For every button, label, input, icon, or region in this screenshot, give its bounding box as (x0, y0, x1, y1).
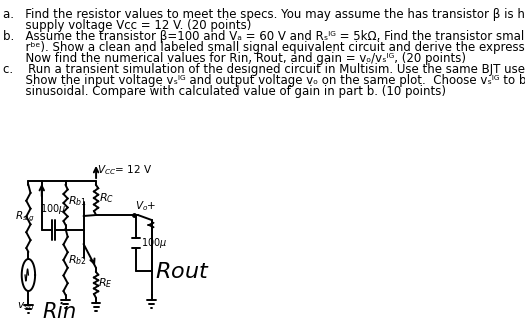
Text: $100\mu$: $100\mu$ (40, 202, 67, 216)
Text: $R_E$: $R_E$ (98, 276, 113, 290)
Text: Now find the numerical values for Rin, Rout, and gain = vₒ/vₛᴵᴳ, (20 points): Now find the numerical values for Rin, R… (3, 52, 466, 65)
Text: $R_{b1}$: $R_{b1}$ (68, 194, 87, 208)
Text: $R_{sig}$: $R_{sig}$ (15, 209, 34, 224)
Text: $R_C$: $R_C$ (99, 191, 114, 205)
Text: b.   Assume the transistor β=100 and Vₐ = 60 V and Rₛᴵᴳ = 5kΩ, Find the transist: b. Assume the transistor β=100 and Vₐ = … (3, 30, 525, 43)
Text: Show the input voltage vₛᴵᴳ and output voltage vₒ on the same plot.  Choose vₛᴵᴳ: Show the input voltage vₛᴵᴳ and output v… (3, 74, 525, 87)
Text: a.   Find the resistor values to meet the specs. You may assume the has transist: a. Find the resistor values to meet the … (3, 8, 525, 21)
Text: $Rout$: $Rout$ (155, 263, 209, 283)
Text: $V_{CC}$= 12 V: $V_{CC}$= 12 V (97, 163, 152, 177)
Text: $Rin$: $Rin$ (42, 302, 76, 322)
Text: rᵇᵉ). Show a clean and labeled small signal equivalent circuit and derive the ex: rᵇᵉ). Show a clean and labeled small sig… (3, 41, 525, 54)
Text: sinusoidal. Compare with calculated value of gain in part b. (10 points): sinusoidal. Compare with calculated valu… (3, 85, 446, 98)
Text: c.    Run a transient simulation of the designed circuit in Multisim. Use the sa: c. Run a transient simulation of the des… (3, 63, 525, 76)
Text: $v_{sig}$: $v_{sig}$ (17, 301, 36, 314)
Text: $100\mu$: $100\mu$ (141, 236, 167, 250)
Text: $V_o$+: $V_o$+ (134, 199, 156, 213)
Text: $R_{b2}$: $R_{b2}$ (68, 253, 87, 267)
Text: supply voltage Vcc = 12 V. (20 points): supply voltage Vcc = 12 V. (20 points) (3, 19, 251, 32)
